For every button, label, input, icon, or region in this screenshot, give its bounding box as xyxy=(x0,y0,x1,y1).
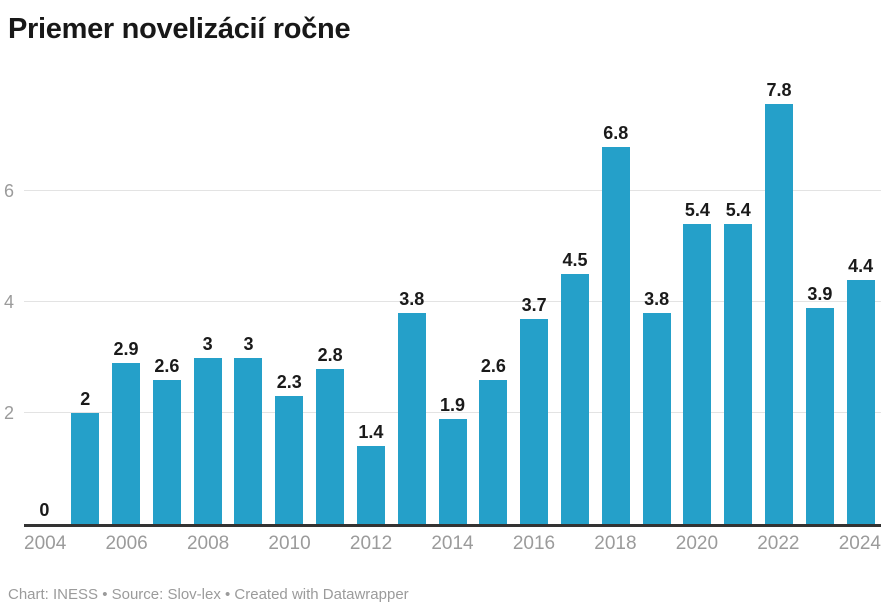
bar-2009 xyxy=(234,357,263,524)
x-tick-label-2016: 2016 xyxy=(512,533,556,554)
x-tick-label-2015 xyxy=(474,533,513,555)
bar-value-label-2019: 3.8 xyxy=(644,289,670,310)
bar-2011 xyxy=(316,368,345,524)
bar-value-label-2013: 3.8 xyxy=(399,289,425,310)
bar-slot-2010: 2.3 xyxy=(269,80,310,524)
bar-value-label-2007: 2.6 xyxy=(154,355,180,376)
y-tick-label-2: 2 xyxy=(4,403,15,423)
bar-2008 xyxy=(193,357,222,524)
x-tick-label-2006: 2006 xyxy=(105,533,148,554)
bar-2005 xyxy=(71,413,100,524)
x-tick-label-2014: 2014 xyxy=(431,533,474,554)
x-tick-label-2021 xyxy=(718,533,757,555)
bar-2018 xyxy=(601,146,630,524)
chart-title: Priemer novelizácií ročne xyxy=(8,13,351,45)
bar-slot-2023: 3.9 xyxy=(799,80,840,524)
bar-value-label-2021: 5.4 xyxy=(725,200,751,221)
x-tick-label-2008: 2008 xyxy=(186,533,230,554)
x-tick-label-2022: 2022 xyxy=(757,533,800,554)
bar-2017 xyxy=(560,274,589,524)
bar-slot-2006: 2.9 xyxy=(106,80,147,524)
bar-slot-2009: 3 xyxy=(228,80,269,524)
x-tick-label-2013 xyxy=(392,533,431,555)
x-tick-label-2010: 2010 xyxy=(268,533,311,554)
bar-value-label-2015: 2.6 xyxy=(480,355,506,376)
x-tick-label-2004: 2004 xyxy=(24,533,67,554)
bar-2019 xyxy=(642,313,671,524)
bar-value-label-2020: 5.4 xyxy=(684,200,710,221)
bar-2021 xyxy=(724,224,753,524)
bar-2023 xyxy=(805,307,834,524)
bar-2013 xyxy=(397,313,426,524)
bar-value-label-2006: 2.9 xyxy=(113,339,139,360)
y-tick-label-6: 6 xyxy=(4,181,15,201)
bar-2007 xyxy=(152,379,181,524)
bar-slot-2019: 3.8 xyxy=(636,80,677,524)
bar-value-label-2022: 7.8 xyxy=(766,80,792,100)
bar-slot-2004: 0 xyxy=(24,80,65,524)
bar-value-label-2011: 2.8 xyxy=(317,344,343,365)
x-tick-label-2019 xyxy=(637,533,676,555)
bar-slot-2015: 2.6 xyxy=(473,80,514,524)
chart-footer: Chart: INESS • Source: Slov-lex • Create… xyxy=(8,586,409,603)
bar-2015 xyxy=(479,379,508,524)
bar-slot-2008: 3 xyxy=(187,80,228,524)
bar-slot-2016: 3.7 xyxy=(514,80,555,524)
bar-slot-2013: 3.8 xyxy=(391,80,432,524)
bar-2010 xyxy=(275,396,304,524)
bar-slot-2012: 1.4 xyxy=(351,80,392,524)
bar-slot-2018: 6.8 xyxy=(595,80,636,524)
bar-slot-2007: 2.6 xyxy=(146,80,187,524)
bar-slot-2022: 7.8 xyxy=(759,80,800,524)
bar-slot-2017: 4.5 xyxy=(555,80,596,524)
bar-slot-2020: 5.4 xyxy=(677,80,718,524)
x-tick-label-2011 xyxy=(311,533,350,555)
x-tick-label-2024: 2024 xyxy=(838,533,881,554)
y-tick-label-4: 4 xyxy=(4,292,15,312)
gridline-2 xyxy=(24,412,881,413)
bar-value-label-2023: 3.9 xyxy=(807,283,833,304)
bar-2014 xyxy=(438,418,467,524)
x-axis: 2004 2006 2008 2010 2012 2014 2016 2018 2020 2022… xyxy=(24,533,881,555)
bar-2020 xyxy=(683,224,712,524)
x-tick-label-2018: 2018 xyxy=(594,533,637,554)
chart-header: Priemer novelizácií ročne xyxy=(0,0,889,48)
x-tick-label-2012: 2012 xyxy=(349,533,393,554)
bar-value-label-2010: 2.3 xyxy=(276,372,302,393)
bar-2006 xyxy=(112,363,141,524)
bar-2016 xyxy=(520,318,549,524)
bar-2024 xyxy=(846,279,875,524)
x-tick-label-2009 xyxy=(229,533,268,555)
bar-value-label-2009: 3 xyxy=(243,333,254,354)
x-tick-label-2007 xyxy=(148,533,187,555)
bar-value-label-2024: 4.4 xyxy=(848,255,874,276)
x-tick-label-2023 xyxy=(800,533,839,555)
bar-value-label-2018: 6.8 xyxy=(603,122,629,143)
x-tick-label-2005 xyxy=(66,533,105,555)
gridline-4 xyxy=(24,301,881,302)
bar-slot-2011: 2.8 xyxy=(310,80,351,524)
bar-value-label-2012: 1.4 xyxy=(358,422,384,443)
bar-2022 xyxy=(765,104,794,524)
bar-value-label-2016: 3.7 xyxy=(521,294,547,315)
bar-value-label-2014: 1.9 xyxy=(440,394,466,415)
bar-value-label-2008: 3 xyxy=(202,333,213,354)
x-tick-label-2017 xyxy=(555,533,594,555)
bar-slot-2005: 2 xyxy=(65,80,106,524)
bar-value-label-2005: 2 xyxy=(80,389,91,409)
plot-area: 2 4 6 0 2 2.9 2.6 3 3 2.3 2.8 1.4 3.8 1.9 2.6 3.7 4.5 6.… xyxy=(4,80,881,527)
gridline-6 xyxy=(24,190,881,191)
x-tick-label-2020: 2020 xyxy=(675,533,719,554)
bar-slot-2024: 4.4 xyxy=(840,80,881,524)
bar-slot-2021: 5.4 xyxy=(718,80,759,524)
bar-slot-2014: 1.9 xyxy=(432,80,473,524)
bar-value-label-2017: 4.5 xyxy=(562,250,588,271)
bar-2012 xyxy=(356,446,385,524)
bar-value-label-2004: 0 xyxy=(39,500,50,520)
bar-series: 0 2 2.9 2.6 3 3 2.3 2.8 1.4 3.8 1.9 2.6 3.7 4.5 6.8 3.8… xyxy=(24,80,881,524)
